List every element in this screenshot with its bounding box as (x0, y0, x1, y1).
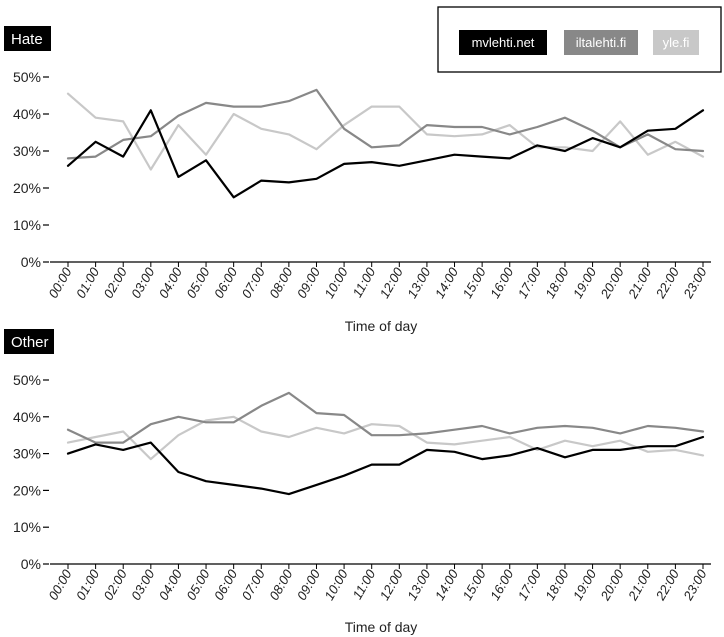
x-tick-label: 05:00 (183, 566, 213, 602)
x-tick-label: 05:00 (183, 264, 213, 300)
legend: mvlehti.net iltalehti.fi yle.fi (437, 6, 722, 73)
legend-swatch-iltalehti (564, 30, 638, 55)
legend-label-mvlehti: mvlehti.net (472, 35, 535, 50)
x-tick-label: 13:00 (404, 264, 434, 300)
x-axis-title-hate: Time of day (345, 318, 418, 334)
y-tick-label: 40% (13, 106, 41, 122)
y-tick-label: 20% (13, 482, 41, 498)
x-tick-label: 09:00 (294, 264, 324, 300)
x-tick-label: 01:00 (73, 264, 103, 300)
chart-panel-other: Other 0%10%20%30%40%50% 00:0001:0002:000… (4, 329, 711, 635)
x-tick-label: 07:00 (239, 264, 269, 300)
series-line-iltalehti-fi (66, 88, 705, 160)
x-tick-label: 10:00 (321, 566, 351, 602)
x-tick-label: 20:00 (597, 566, 627, 603)
x-tick-label: 12:00 (377, 566, 407, 602)
y-tick-label: 50% (13, 372, 41, 388)
x-tick-label: 04:00 (156, 264, 186, 300)
x-tick-label: 15:00 (459, 264, 489, 300)
series-line-yle-fi (66, 415, 705, 461)
x-tick-label: 21:00 (625, 264, 655, 301)
x-axis: 00:0001:0002:0003:0004:0005:0006:0007:00… (45, 563, 711, 604)
x-tick-label: 18:00 (542, 566, 572, 602)
x-tick-label: 14:00 (432, 264, 462, 300)
panel-label-bg-hate (4, 26, 51, 51)
series-line-iltalehti-fi (66, 391, 705, 444)
x-tick-label: 02:00 (101, 264, 131, 300)
x-tick-label: 12:00 (377, 264, 407, 300)
x-tick-label: 13:00 (404, 566, 434, 602)
panel-label-hate: Hate (11, 31, 43, 48)
series-lines (66, 88, 705, 199)
y-tick-label: 10% (13, 217, 41, 233)
x-tick-label: 08:00 (266, 264, 296, 300)
x-tick-label: 06:00 (211, 264, 241, 300)
x-tick-label: 02:00 (101, 566, 131, 602)
legend-swatch-yle (653, 30, 699, 55)
y-tick-label: 0% (21, 556, 41, 572)
x-tick-label: 22:00 (652, 264, 682, 301)
panel-label-other: Other (11, 334, 49, 351)
y-tick-label: 0% (21, 254, 41, 270)
y-tick-label: 10% (13, 519, 41, 535)
legend-label-iltalehti: iltalehti.fi (576, 35, 627, 50)
x-tick-label: 01:00 (73, 566, 103, 602)
x-tick-label: 03:00 (128, 264, 158, 300)
x-tick-label: 23:00 (680, 264, 710, 301)
y-tick-label: 20% (13, 180, 41, 196)
x-tick-label: 11:00 (350, 264, 379, 300)
x-axis-title-other: Time of day (345, 619, 418, 635)
series-lines (66, 391, 705, 496)
series-line-mvlehti-net (66, 435, 705, 496)
x-tick-label: 11:00 (350, 566, 379, 602)
x-tick-label: 16:00 (487, 566, 517, 602)
x-tick-label: 19:00 (570, 264, 600, 300)
x-tick-label: 16:00 (487, 264, 517, 300)
x-tick-label: 00:00 (45, 264, 75, 300)
y-axis: 0% 10% 20% 30% 40% 50% (13, 69, 49, 270)
y-axis: 0% 10% 20% 30% 40% 50% (13, 372, 49, 572)
x-tick-label: 10:00 (321, 264, 351, 300)
x-tick-label: 22:00 (652, 566, 682, 603)
y-tick-label: 30% (13, 446, 41, 462)
x-tick-label: 14:00 (432, 566, 462, 602)
legend-swatch-mvlehti (459, 30, 547, 55)
x-tick-label: 15:00 (459, 566, 489, 602)
x-tick-label: 20:00 (597, 264, 627, 301)
y-tick-label: 50% (13, 69, 41, 85)
y-tick-label: 40% (13, 409, 41, 425)
x-tick-label: 06:00 (211, 566, 241, 602)
x-tick-label: 17:00 (515, 264, 545, 300)
x-tick-label: 09:00 (294, 566, 324, 602)
x-tick-label: 17:00 (515, 566, 545, 602)
series-line-yle-fi (66, 92, 705, 171)
x-tick-label: 23:00 (680, 566, 710, 603)
x-tick-label: 04:00 (156, 566, 186, 602)
x-tick-label: 03:00 (128, 566, 158, 602)
series-line-mvlehti-net (66, 109, 705, 199)
legend-label-yle: yle.fi (663, 35, 690, 50)
x-tick-label: 21:00 (625, 566, 655, 603)
y-tick-label: 30% (13, 143, 41, 159)
panel-label-bg-other (4, 329, 54, 354)
x-tick-label: 07:00 (239, 566, 269, 602)
x-tick-label: 19:00 (570, 566, 600, 602)
x-tick-label: 00:00 (45, 566, 75, 602)
x-tick-label: 18:00 (542, 264, 572, 300)
x-axis: 00:0001:0002:0003:0004:0005:0006:0007:00… (45, 261, 711, 302)
x-tick-label: 08:00 (266, 566, 296, 602)
